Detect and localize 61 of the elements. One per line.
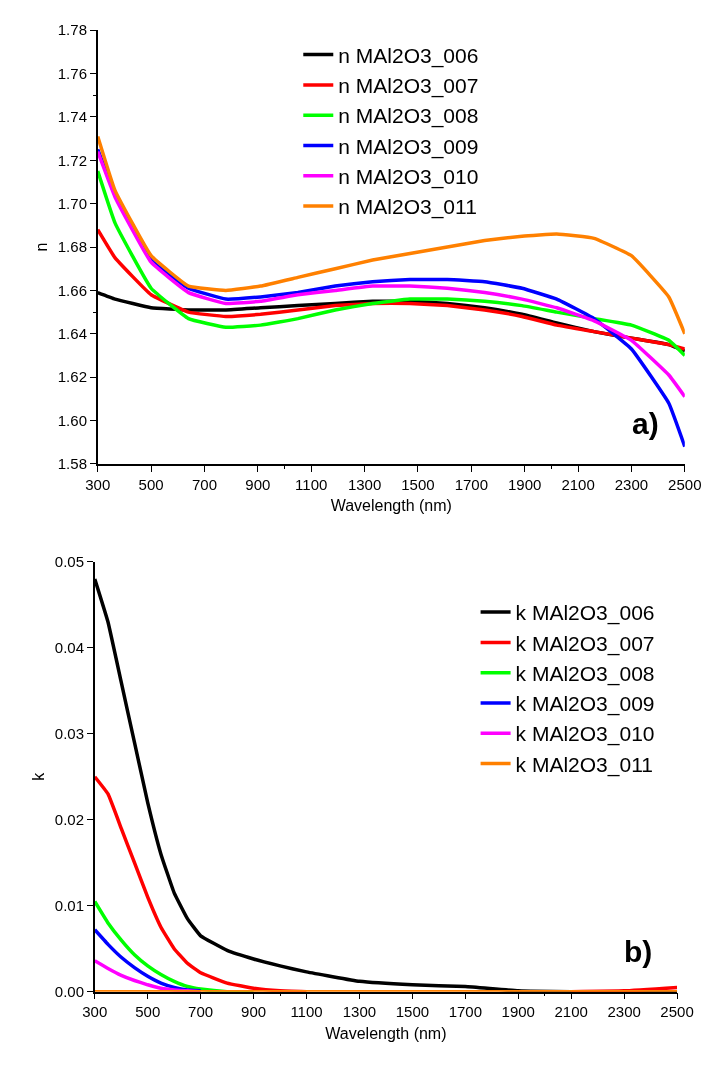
legend-label: n MAl2O3_006 (338, 43, 479, 68)
y-tick-label: 0.01 (54, 896, 85, 914)
x-tick-label: 1300 (342, 1003, 377, 1021)
legend-label: n MAl2O3_009 (338, 134, 479, 159)
x-tick-label: 1700 (454, 475, 489, 493)
y-tick-label: 1.74 (57, 108, 87, 126)
y-tick-label: 0.05 (54, 553, 85, 571)
annotation: a) (632, 407, 659, 440)
x-tick-label: 1300 (347, 475, 382, 493)
legend-label: k MAl2O3_007 (515, 631, 655, 656)
legend-label: k MAl2O3_010 (515, 722, 655, 747)
y-tick-label: 0.03 (54, 725, 85, 743)
x-axis-title: Wavelength (nm) (330, 496, 452, 514)
y-tick-label: 1.72 (57, 151, 87, 169)
y-tick-label: 0.00 (54, 982, 85, 1000)
y-tick-label: 1.66 (57, 281, 87, 299)
legend-label: n MAl2O3_007 (338, 74, 479, 99)
x-tick-label: 2100 (561, 475, 595, 493)
y-tick-label: 1.64 (57, 325, 87, 343)
line-series (97, 169, 685, 358)
y-tick-label: 1.58 (57, 455, 87, 473)
x-tick-label: 500 (138, 475, 164, 493)
x-tick-label: 2500 (660, 1003, 694, 1021)
x-tick-label: 900 (245, 475, 271, 493)
x-tick-label: 1900 (508, 475, 542, 493)
legend-label: n MAl2O3_010 (338, 164, 479, 189)
x-tick-label: 700 (188, 1003, 214, 1021)
x-tick-label: 300 (82, 1003, 108, 1021)
y-tick-label: 0.02 (54, 810, 85, 828)
y-tick-label: 1.76 (57, 64, 87, 82)
legend-label: k MAl2O3_009 (515, 692, 655, 717)
x-tick-label: 1500 (401, 475, 435, 493)
y-tick-label: 1.78 (57, 21, 87, 39)
y-tick-label: 1.68 (57, 238, 87, 256)
x-axis-title: Wavelength (nm) (325, 1024, 447, 1042)
y-axis-title: n (33, 242, 51, 252)
x-tick-label: 2300 (607, 1003, 641, 1021)
legend-label: n MAl2O3_008 (338, 104, 479, 129)
y-axis-title: k (30, 771, 48, 781)
x-tick-label: 1500 (395, 1003, 430, 1021)
y-tick-label: 1.62 (57, 368, 87, 386)
legend-label: k MAl2O3_008 (515, 661, 655, 686)
x-tick-label: 500 (135, 1003, 161, 1021)
line-series (97, 134, 685, 336)
x-tick-label: 2300 (614, 475, 649, 493)
y-tick-label: 0.04 (54, 639, 85, 657)
annotation: b) (624, 935, 653, 968)
x-tick-label: 1100 (290, 1003, 323, 1021)
legend-label: k MAl2O3_011 (515, 752, 653, 777)
legend-label: n MAl2O3_011 (338, 195, 477, 220)
legend-label: k MAl2O3_006 (515, 601, 655, 626)
x-tick-label: 2100 (554, 1003, 588, 1021)
x-tick-label: 1100 (295, 475, 328, 493)
y-tick-label: 1.60 (57, 411, 87, 429)
x-tick-label: 700 (191, 475, 217, 493)
x-tick-label: 1900 (501, 1003, 535, 1021)
y-tick-label: 1.70 (57, 194, 87, 212)
x-tick-label: 900 (241, 1003, 267, 1021)
x-tick-label: 1700 (448, 1003, 483, 1021)
x-tick-label: 2500 (668, 475, 702, 493)
x-tick-label: 300 (85, 475, 111, 493)
